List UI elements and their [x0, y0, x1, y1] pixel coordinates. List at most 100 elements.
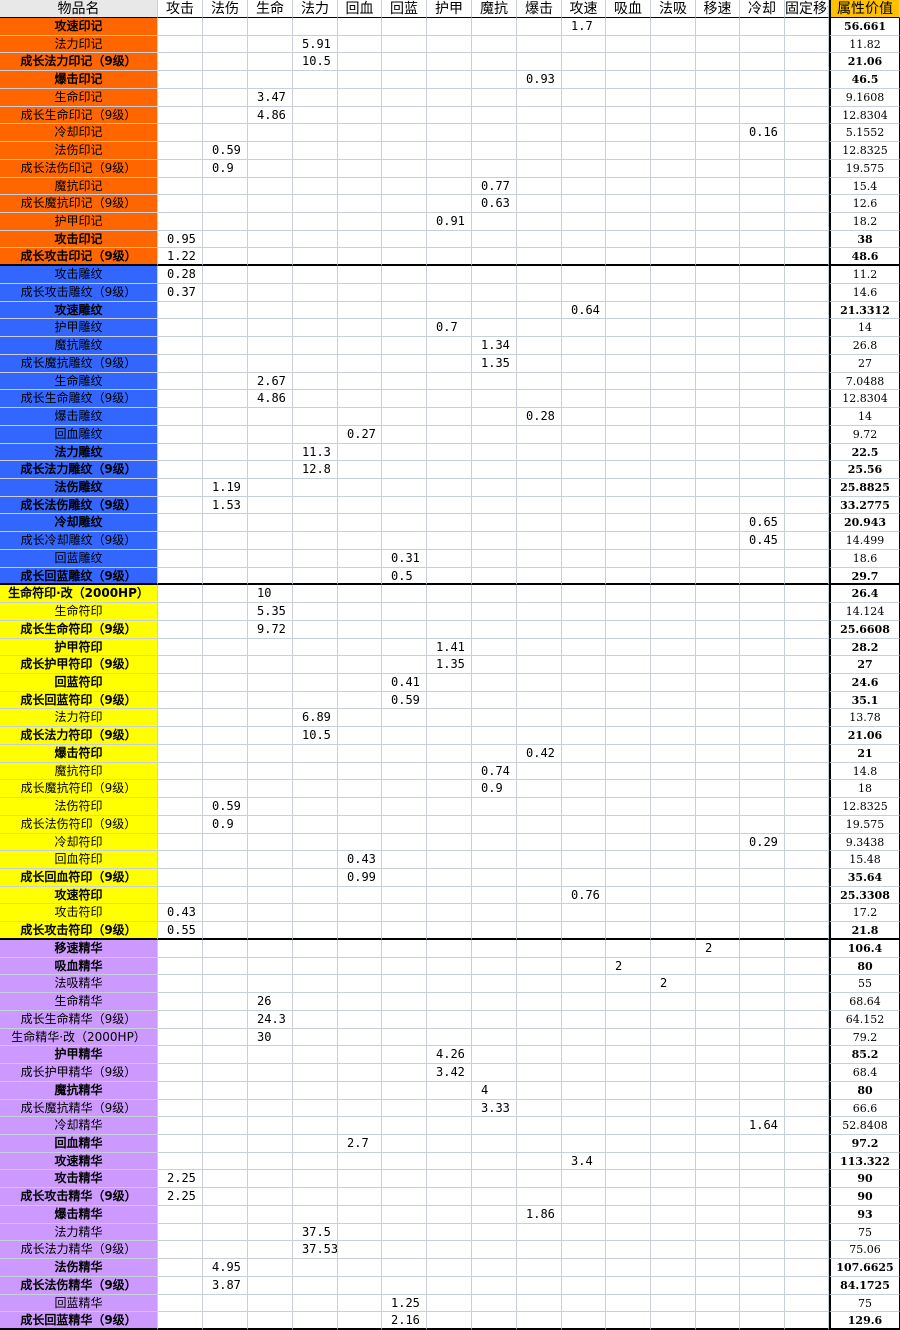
stat-cell [203, 1046, 248, 1065]
stat-cell [651, 390, 696, 409]
stat-cell [740, 869, 785, 887]
attribute-value: 25.56 [829, 461, 900, 479]
stat-cell [248, 1276, 293, 1295]
stat-cell [651, 425, 696, 444]
stat-cell [248, 1223, 293, 1242]
stat-cell [740, 762, 785, 781]
item-name: 生命符印 [0, 603, 158, 621]
stat-cell [472, 301, 517, 320]
stat-cell [293, 869, 338, 887]
stat-cell [382, 372, 427, 391]
stat-cell [427, 443, 472, 462]
attribute-value: 12.8325 [829, 142, 900, 160]
stat-cell [472, 266, 517, 284]
stat-cell [248, 443, 293, 462]
stat-cell [651, 1294, 696, 1313]
stat-cell [203, 620, 248, 639]
stat-cell [606, 922, 651, 940]
stat-cell [203, 319, 248, 338]
stat-cell [517, 1188, 562, 1206]
stat-cell [203, 674, 248, 692]
stat-cell [338, 674, 382, 692]
stat-cell [785, 88, 829, 107]
stat-cell [606, 372, 651, 391]
stat-cell: 0.7 [427, 319, 472, 338]
column-header: 生命 [248, 0, 293, 18]
stat-cell [293, 301, 338, 320]
column-header: 法力 [293, 0, 338, 18]
stat-cell [248, 1294, 293, 1313]
stat-cell [562, 478, 606, 497]
stat-cell [696, 425, 740, 444]
stat-cell [338, 1312, 382, 1330]
stat-cell [203, 939, 248, 958]
stat-cell [203, 1241, 248, 1260]
stat-cell [338, 71, 382, 89]
stat-cell [740, 798, 785, 816]
stat-cell [696, 674, 740, 692]
stat-cell: 2.25 [158, 1170, 203, 1189]
stat-cell [382, 195, 427, 214]
stat-cell [785, 354, 829, 373]
stat-cell [338, 337, 382, 355]
stat-cell [517, 425, 562, 444]
stat-cell [338, 744, 382, 763]
stat-cell [651, 1010, 696, 1029]
stat-cell [562, 691, 606, 710]
stat-cell [696, 1046, 740, 1065]
stat-cell [338, 957, 382, 976]
stat-cell [651, 709, 696, 728]
stat-cell [651, 1134, 696, 1153]
stat-cell [696, 283, 740, 302]
attribute-value: 9.3438 [829, 833, 900, 852]
stat-cell [517, 1010, 562, 1029]
stat-cell [740, 354, 785, 373]
stat-cell [382, 248, 427, 267]
stat-cell [606, 638, 651, 657]
stat-cell [293, 372, 338, 391]
stat-cell [203, 443, 248, 462]
stat-cell [248, 886, 293, 905]
item-name: 成长冷却雕纹（9级） [0, 532, 158, 550]
stat-cell [785, 780, 829, 799]
stat-cell [427, 372, 472, 391]
stat-cell [203, 71, 248, 89]
stat-cell [293, 1152, 338, 1171]
stat-cell [517, 354, 562, 373]
stat-cell [606, 869, 651, 887]
stat-cell [427, 53, 472, 72]
stat-cell [338, 408, 382, 426]
stat-cell: 0.9 [472, 780, 517, 799]
stat-cell [606, 337, 651, 355]
stat-cell [562, 532, 606, 550]
stat-cell: 3.87 [203, 1276, 248, 1295]
stat-cell [651, 1241, 696, 1260]
stat-cell [606, 301, 651, 320]
stat-cell [517, 727, 562, 745]
stat-cell [158, 1010, 203, 1029]
attribute-value: 85.2 [829, 1046, 900, 1065]
stat-cell [562, 567, 606, 586]
item-name: 成长回蓝精华（9级） [0, 1312, 158, 1330]
stat-cell [606, 762, 651, 781]
stat-cell [203, 1312, 248, 1330]
stat-cell [562, 1223, 606, 1242]
item-name: 成长魔抗雕纹（9级） [0, 354, 158, 373]
stat-cell [293, 18, 338, 36]
stat-cell: 2.25 [158, 1188, 203, 1206]
stat-cell [293, 549, 338, 568]
stat-cell [293, 1205, 338, 1224]
stat-cell [606, 833, 651, 852]
stat-cell [740, 230, 785, 249]
stat-cell [651, 1152, 696, 1171]
stat-cell [562, 230, 606, 249]
stat-cell [472, 71, 517, 89]
stat-cell [651, 815, 696, 834]
stat-cell [427, 1223, 472, 1242]
stat-cell [248, 1046, 293, 1065]
stat-cell [651, 106, 696, 125]
item-name: 魔抗印记 [0, 177, 158, 196]
stat-cell [382, 1134, 427, 1153]
stat-cell [382, 1010, 427, 1029]
stat-cell [158, 478, 203, 497]
